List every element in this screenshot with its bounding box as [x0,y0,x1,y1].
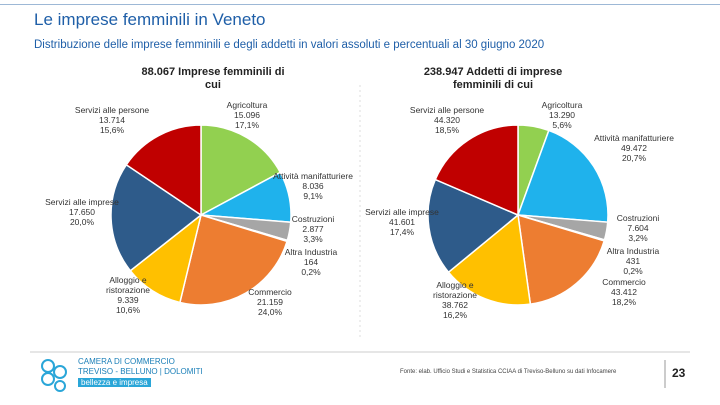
logo-icon [41,359,67,392]
value-label: 41.601 [389,217,415,227]
category-label: Altra Industria [606,246,660,256]
slice-label: Altra Industria 164 0,2% [271,247,351,277]
category-label: Commercio [602,277,646,287]
share-label: 18,2% [611,297,637,307]
category-label: Costruzioni [291,214,335,224]
slice-label: Servizi alle imprese 41.601 17,4% [362,207,442,237]
category-label: Attività manifatturiere [594,133,674,143]
value-label: 164 [303,257,319,267]
value-label: 13.290 [549,110,575,120]
slice-label: Servizi alle imprese 17.650 20,0% [42,197,122,227]
slice-label: Costruzioni 2.877 3,3% [273,214,353,244]
pie-slice [125,124,202,217]
chart-title: 238.947 Addetti di imprese femminili di … [423,66,563,91]
pie-slice [447,213,532,306]
share-label: 20,7% [621,153,647,163]
category-label: Alloggio e ristorazione [106,275,150,295]
category-label: Agricoltura [541,100,583,110]
share-label: 15,6% [99,125,125,135]
value-label: 44.320 [434,115,460,125]
pie-slice [434,124,519,217]
slide-title: Le imprese femminili in Veneto [34,10,266,29]
value-label: 13.714 [99,115,125,125]
category-label: Servizi alle persone [74,105,150,115]
share-label: 0,2% [301,267,321,277]
category-label: Commercio [248,287,292,297]
category-label: Costruzioni [616,213,660,223]
share-label: 17,1% [234,120,260,130]
pie-slice [517,213,606,305]
slide-subtitle: Distribuzione delle imprese femminili e … [34,39,545,51]
slice-label: Agricoltura 13.290 5,6% [522,100,602,130]
share-label: 10,6% [115,305,141,315]
value-label: 38.762 [442,300,468,310]
slice-label: Commercio 43.412 18,2% [584,277,664,307]
share-label: 17,4% [389,227,415,237]
source-note: Fonte: elab. Ufficio Studi e Statistica … [400,369,617,375]
logo-text: bellezza e impresa [78,378,151,387]
share-label: 18,5% [434,125,460,135]
logo-text: TREVISO - BELLUNO | DOLOMITI [78,367,203,376]
pie-slice [110,163,203,272]
category-label: Servizi alle imprese [45,197,119,207]
share-label: 9,1% [303,191,323,201]
pie-slice [200,124,282,217]
value-label: 15.096 [234,110,260,120]
category-label: Agricoltura [226,100,268,110]
value-label: 49.472 [621,143,647,153]
pie-slice [179,214,288,306]
pie-slice [516,129,609,223]
logo-text: CAMERA DI COMMERCIO [78,357,175,366]
value-label: 43.412 [611,287,637,297]
chart-title: 88.067 Imprese femminili di cui [141,66,285,91]
value-label: 2.877 [302,224,324,234]
value-label: 8.036 [302,181,324,191]
value-label: 21.159 [257,297,283,307]
slice-label: Agricoltura 15.096 17,1% [207,100,287,130]
slice-label: Servizi alle persone 13.714 15,6% [72,105,152,135]
category-label: Attività manifatturiere [273,171,353,181]
page-number: 23 [672,366,686,380]
category-label: Servizi alle persone [409,105,485,115]
share-label: 20,0% [69,217,95,227]
slice-label: Servizi alle persone 44.320 18,5% [407,105,487,135]
share-label: 3,3% [303,234,323,244]
slice-label: Attività manifatturiere 8.036 9,1% [273,171,353,201]
share-label: 0,2% [623,266,643,276]
share-label: 5,6% [552,120,572,130]
pie-slice [427,178,520,274]
top-rule [0,4,720,5]
share-label: 16,2% [442,310,468,320]
value-label: 7.604 [627,223,649,233]
share-label: 24,0% [257,307,283,317]
slice-label: Alloggio e ristorazione 38.762 16,2% [415,280,495,320]
slice-label: Commercio 21.159 24,0% [230,287,310,317]
slice-label: Altra Industria 431 0,2% [593,246,673,276]
category-label: Altra Industria [284,247,338,257]
slice-label: Costruzioni 7.604 3,2% [598,213,678,243]
slice-label: Alloggio e ristorazione 9.339 10,6% [88,275,168,315]
share-label: 3,2% [628,233,648,243]
slice-label: Attività manifatturiere 49.472 20,7% [594,133,674,163]
category-label: Alloggio e ristorazione [433,280,477,300]
category-label: Servizi alle imprese [365,207,439,217]
value-label: 17.650 [69,207,95,217]
value-label: 431 [625,256,641,266]
value-label: 9.339 [117,295,139,305]
